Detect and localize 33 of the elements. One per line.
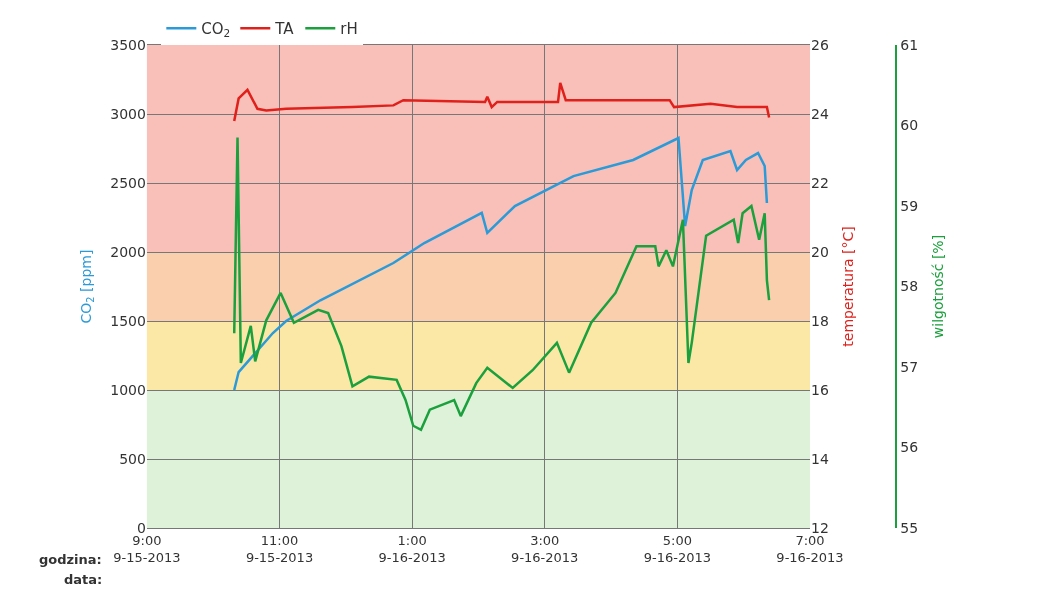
y2-tick-label: 16 xyxy=(810,381,829,398)
y2-tick-label: 14 xyxy=(810,450,829,467)
y-tick-label: 1000 xyxy=(110,381,146,398)
y3-tick-label: 55 xyxy=(900,519,919,536)
legend-label: TA xyxy=(274,20,295,39)
y-tick-label: 3000 xyxy=(110,105,146,122)
x-tick-label: 1:00 9-16-2013 xyxy=(378,532,446,565)
y3-tick-label: 58 xyxy=(900,278,919,295)
y2-tick-label: 26 xyxy=(810,36,829,53)
y-tick-label: 2000 xyxy=(110,243,146,260)
x-tick-label: 11:00 9-15-2013 xyxy=(245,532,314,565)
text: data: xyxy=(64,572,103,587)
y3-tick-label: 56 xyxy=(900,439,919,456)
y3-tick-label: 61 xyxy=(900,36,919,53)
y2-tick-label: 22 xyxy=(810,174,829,191)
x-tick-label: 3:00 9-16-2013 xyxy=(511,532,579,565)
y2-axis-title: temperatura [°C] xyxy=(840,226,857,347)
y3-axis-title: wilgotność [%] xyxy=(929,234,946,339)
y3-tick-label: 60 xyxy=(900,117,919,134)
text: godzina: xyxy=(39,552,102,567)
y-tick-label: 500 xyxy=(119,450,146,467)
y2-tick-label: 20 xyxy=(810,243,829,260)
line-series xyxy=(232,81,771,123)
y-tick-label: 1500 xyxy=(110,312,146,329)
y-tick-label: 3500 xyxy=(110,36,146,53)
y-tick-label: 2500 xyxy=(110,174,146,191)
x-tick-label: 5:00 9-16-2013 xyxy=(643,532,712,565)
y3-tick-label: 57 xyxy=(900,358,919,375)
legend-label: CO$_{2}$ xyxy=(201,20,231,40)
y3-tick-label: 59 xyxy=(900,197,919,214)
legend-label: rH xyxy=(340,20,358,39)
y2-tick-label: 18 xyxy=(810,312,829,329)
y2-tick-label: 24 xyxy=(810,105,829,122)
